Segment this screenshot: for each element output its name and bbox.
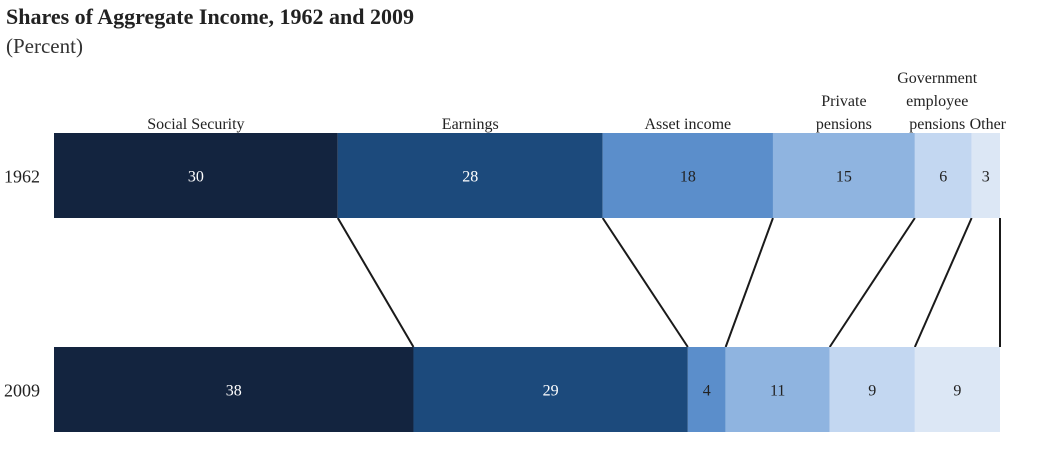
series-label-earnings-line-1: Earnings bbox=[442, 116, 499, 133]
bar-1962-social-security bbox=[54, 133, 338, 218]
series-label-other-line-1: Other bbox=[970, 116, 1007, 133]
series-label-government-employee-pensions-line-2: employee bbox=[906, 93, 968, 110]
connector-line-asset-income bbox=[724, 217, 774, 348]
data-label-1962-social-security: 30 bbox=[188, 169, 204, 186]
bar-2009-private-pensions bbox=[725, 347, 830, 432]
bar-2009-government-employee-pensions bbox=[829, 347, 915, 432]
bar-1962-asset-income bbox=[602, 133, 773, 218]
bar-1962-private-pensions bbox=[772, 133, 915, 218]
category-label-1962: 1962 bbox=[4, 167, 40, 187]
series-label-asset-income-line-1: Asset income bbox=[644, 116, 731, 133]
bar-2009-social-security bbox=[54, 347, 414, 432]
data-label-1962-asset-income: 18 bbox=[680, 169, 696, 186]
data-label-2009-government-employee-pensions: 9 bbox=[868, 383, 876, 400]
bar-1962-other bbox=[971, 133, 1000, 218]
series-label-government-employee-pensions-line-3: pensions bbox=[909, 116, 965, 133]
bar-1962-earnings bbox=[337, 133, 603, 218]
chart-title: Shares of Aggregate Income, 1962 and 200… bbox=[6, 4, 415, 29]
bar-1962-government-employee-pensions bbox=[914, 133, 972, 218]
connector-line-social-security bbox=[336, 217, 415, 348]
series-label-social-security-line-1: Social Security bbox=[147, 116, 244, 133]
series-label-government-employee-pensions-line-1: Government bbox=[897, 70, 978, 87]
bar-2009-asset-income bbox=[687, 347, 726, 432]
connector-line-private-pensions bbox=[828, 217, 916, 348]
bar-2009-other bbox=[914, 347, 1000, 432]
series-label-private-pensions-line-2: pensions bbox=[816, 116, 872, 133]
data-label-2009-other: 9 bbox=[953, 383, 961, 400]
data-label-1962-other: 3 bbox=[982, 169, 990, 186]
bar-2009-earnings bbox=[413, 347, 688, 432]
series-label-private-pensions-line-1: Private bbox=[821, 93, 866, 110]
data-label-2009-asset-income: 4 bbox=[703, 383, 711, 400]
connector-line-government-employee-pensions bbox=[913, 217, 973, 348]
data-label-2009-social-security: 38 bbox=[226, 383, 242, 400]
chart-subtitle: (Percent) bbox=[6, 34, 83, 58]
data-label-2009-private-pensions: 11 bbox=[770, 383, 785, 400]
data-label-2009-earnings: 29 bbox=[543, 383, 559, 400]
data-label-1962-government-employee-pensions: 6 bbox=[939, 169, 947, 186]
connector-line-earnings bbox=[601, 217, 689, 348]
data-label-1962-private-pensions: 15 bbox=[836, 169, 852, 186]
category-label-2009: 2009 bbox=[4, 381, 40, 401]
data-label-1962-earnings: 28 bbox=[462, 169, 478, 186]
